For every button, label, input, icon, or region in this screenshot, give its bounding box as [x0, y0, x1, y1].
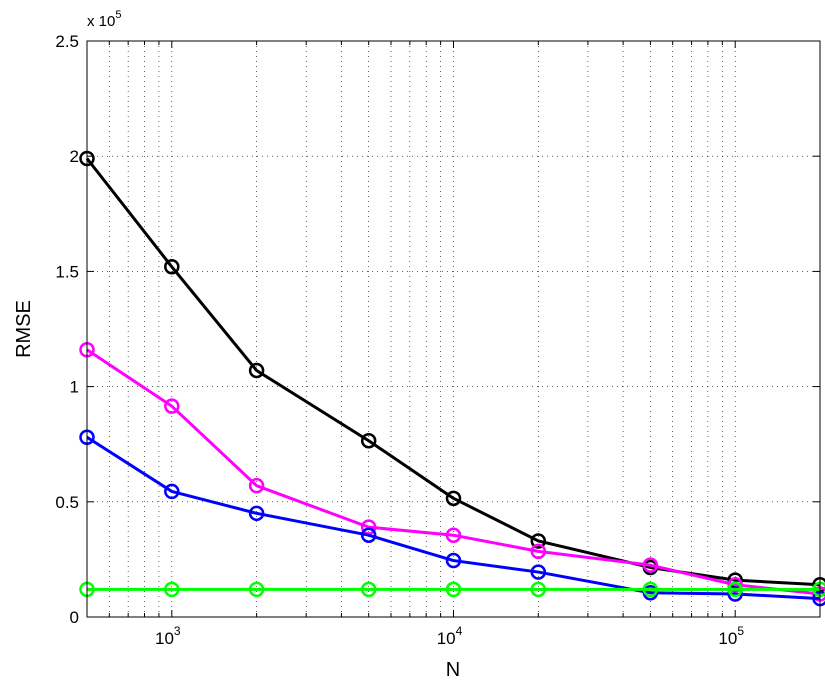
y-tick-label: 1	[70, 378, 79, 397]
series-3-marker	[445, 552, 462, 569]
series-2-marker	[727, 576, 743, 593]
series-4-marker	[642, 581, 659, 598]
x-tick-label: 103	[155, 624, 181, 648]
plot-area	[87, 41, 820, 617]
y-tick-label: 2.5	[55, 32, 79, 51]
series-3-marker	[727, 586, 743, 602]
series-line-1	[85, 157, 821, 587]
y-tick-label: 2	[70, 147, 79, 166]
x-tick-label: 104	[437, 624, 463, 648]
x-axis-label: N	[446, 659, 460, 681]
series-1-marker	[248, 362, 265, 379]
series-2-marker	[360, 519, 377, 535]
series-1-marker	[164, 259, 180, 275]
x-tick-label: 105	[718, 624, 744, 648]
series-1-marker	[360, 432, 377, 449]
y-tick-label: 0	[70, 608, 79, 627]
tick-labels: 0 0.5 1 1.5 2 2.5 103 104 105	[55, 32, 744, 648]
series-4-marker	[530, 581, 547, 598]
grid-lines	[87, 41, 820, 617]
series-3-marker	[360, 527, 377, 543]
series-2-marker	[248, 477, 265, 494]
series-4-marker	[164, 581, 180, 598]
series-2-marker	[445, 527, 462, 543]
series-layer	[79, 150, 825, 607]
series-line-2	[86, 348, 821, 596]
series-4-marker	[248, 581, 265, 598]
axis-ticks	[87, 40, 820, 618]
y-axis-label: RMSE	[13, 300, 35, 358]
series-line-3	[86, 436, 821, 601]
series-3-marker	[164, 483, 180, 500]
series-4-marker	[360, 581, 377, 598]
series-3-marker	[530, 564, 547, 580]
series-4-marker	[727, 581, 743, 598]
series-2-marker	[642, 557, 659, 573]
y-tick-label: 1.5	[55, 262, 79, 281]
series-2-marker	[164, 398, 180, 414]
series-1-marker	[530, 533, 547, 549]
series-1-marker	[445, 490, 462, 507]
series-2-marker	[530, 543, 547, 560]
y-multiplier-label: x 105	[87, 9, 121, 30]
series-3-marker	[248, 505, 265, 522]
y-tick-label: 0.5	[55, 493, 79, 512]
series-4-marker	[445, 581, 462, 598]
